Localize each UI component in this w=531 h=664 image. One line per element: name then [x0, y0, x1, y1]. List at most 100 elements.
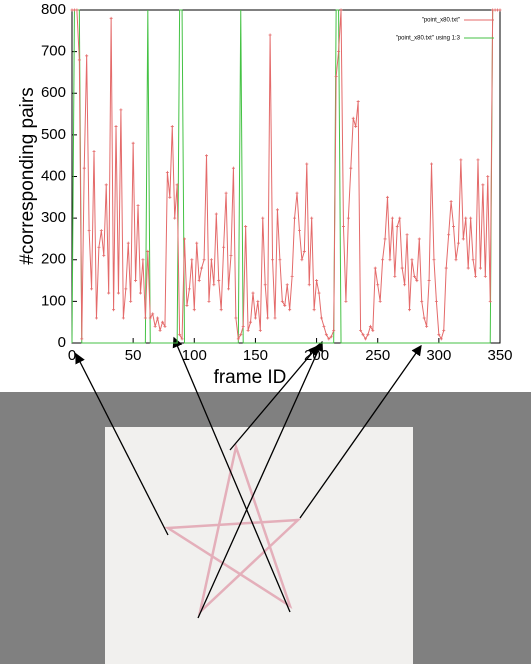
point-marker	[337, 50, 341, 54]
point-marker	[327, 337, 331, 341]
point-marker	[170, 125, 174, 129]
point-marker	[476, 158, 480, 162]
point-marker	[102, 254, 106, 258]
point-marker	[305, 162, 309, 166]
point-marker	[434, 299, 438, 303]
point-marker	[212, 283, 216, 287]
point-marker	[288, 308, 292, 312]
point-marker	[341, 224, 345, 228]
point-marker	[461, 237, 465, 241]
point-marker	[376, 283, 380, 287]
point-marker	[417, 237, 421, 241]
point-marker	[256, 299, 260, 303]
point-marker	[205, 154, 209, 158]
point-marker	[227, 287, 231, 291]
point-marker	[124, 287, 128, 291]
point-marker	[346, 216, 350, 220]
point-marker	[183, 237, 187, 241]
point-marker	[408, 308, 412, 312]
point-marker	[442, 329, 446, 333]
point-marker	[312, 308, 316, 312]
point-marker	[349, 166, 353, 170]
point-marker	[249, 320, 253, 324]
point-marker	[469, 216, 473, 220]
point-marker	[488, 299, 492, 303]
point-marker	[143, 316, 147, 320]
point-marker	[361, 333, 365, 337]
point-marker	[214, 212, 218, 216]
point-marker	[354, 125, 358, 129]
point-marker	[385, 195, 389, 199]
point-marker	[412, 274, 416, 278]
point-marker	[430, 162, 434, 166]
point-marker	[344, 299, 348, 303]
point-marker	[163, 324, 167, 328]
point-marker	[175, 183, 179, 187]
point-marker	[368, 324, 372, 328]
x-tick-label: 150	[243, 347, 268, 364]
point-marker	[332, 329, 336, 333]
point-marker	[359, 329, 363, 333]
point-marker	[439, 337, 443, 341]
point-marker	[239, 333, 243, 337]
y-tick-label: 300	[41, 209, 66, 226]
point-marker	[224, 191, 228, 195]
point-marker	[474, 274, 478, 278]
point-marker	[200, 266, 204, 270]
point-marker	[283, 304, 287, 308]
y-tick-label: 800	[41, 1, 66, 18]
point-marker	[263, 283, 267, 287]
point-marker	[222, 245, 226, 249]
y-tick-label: 400	[41, 167, 66, 184]
point-marker	[151, 312, 155, 316]
point-marker	[483, 274, 487, 278]
point-marker	[422, 316, 426, 320]
x-tick-label: 0	[68, 347, 76, 364]
point-marker	[403, 283, 407, 287]
legend-label: "point_x80.txt" using 1:3	[396, 36, 461, 42]
point-marker	[388, 258, 392, 262]
point-marker	[466, 266, 470, 270]
point-marker	[415, 279, 419, 283]
point-marker	[447, 233, 451, 237]
point-marker	[97, 245, 101, 249]
point-marker	[92, 150, 96, 154]
point-marker	[420, 299, 424, 303]
point-marker	[136, 204, 140, 208]
arrows	[75, 336, 422, 619]
point-marker	[119, 108, 123, 112]
point-marker	[116, 291, 120, 295]
point-marker	[400, 266, 404, 270]
point-marker	[160, 320, 164, 324]
point-marker	[234, 316, 238, 320]
y-tick-label: 200	[41, 251, 66, 268]
point-marker	[148, 316, 152, 320]
point-marker	[99, 229, 103, 233]
point-marker	[273, 316, 277, 320]
point-marker	[114, 125, 118, 129]
legend-label: "point_x80.txt"	[422, 18, 460, 24]
point-marker	[498, 8, 502, 12]
point-marker	[366, 333, 370, 337]
point-marker	[207, 299, 211, 303]
point-marker	[268, 33, 272, 37]
point-marker	[449, 199, 453, 203]
point-marker	[459, 158, 463, 162]
point-marker	[275, 208, 279, 212]
point-marker	[471, 258, 475, 262]
point-marker	[315, 279, 319, 283]
point-marker	[324, 333, 328, 337]
point-marker	[478, 266, 482, 270]
x-tick-label: 350	[487, 347, 512, 364]
point-marker	[486, 175, 490, 178]
point-marker	[383, 237, 387, 241]
point-marker	[231, 166, 235, 170]
point-marker	[297, 229, 301, 233]
point-marker	[217, 279, 221, 283]
point-marker	[427, 279, 431, 283]
point-marker	[75, 8, 79, 12]
x-tick-label: 50	[125, 347, 142, 364]
y-tick-label: 0	[58, 334, 66, 351]
point-marker	[278, 258, 282, 262]
point-marker	[153, 324, 157, 328]
